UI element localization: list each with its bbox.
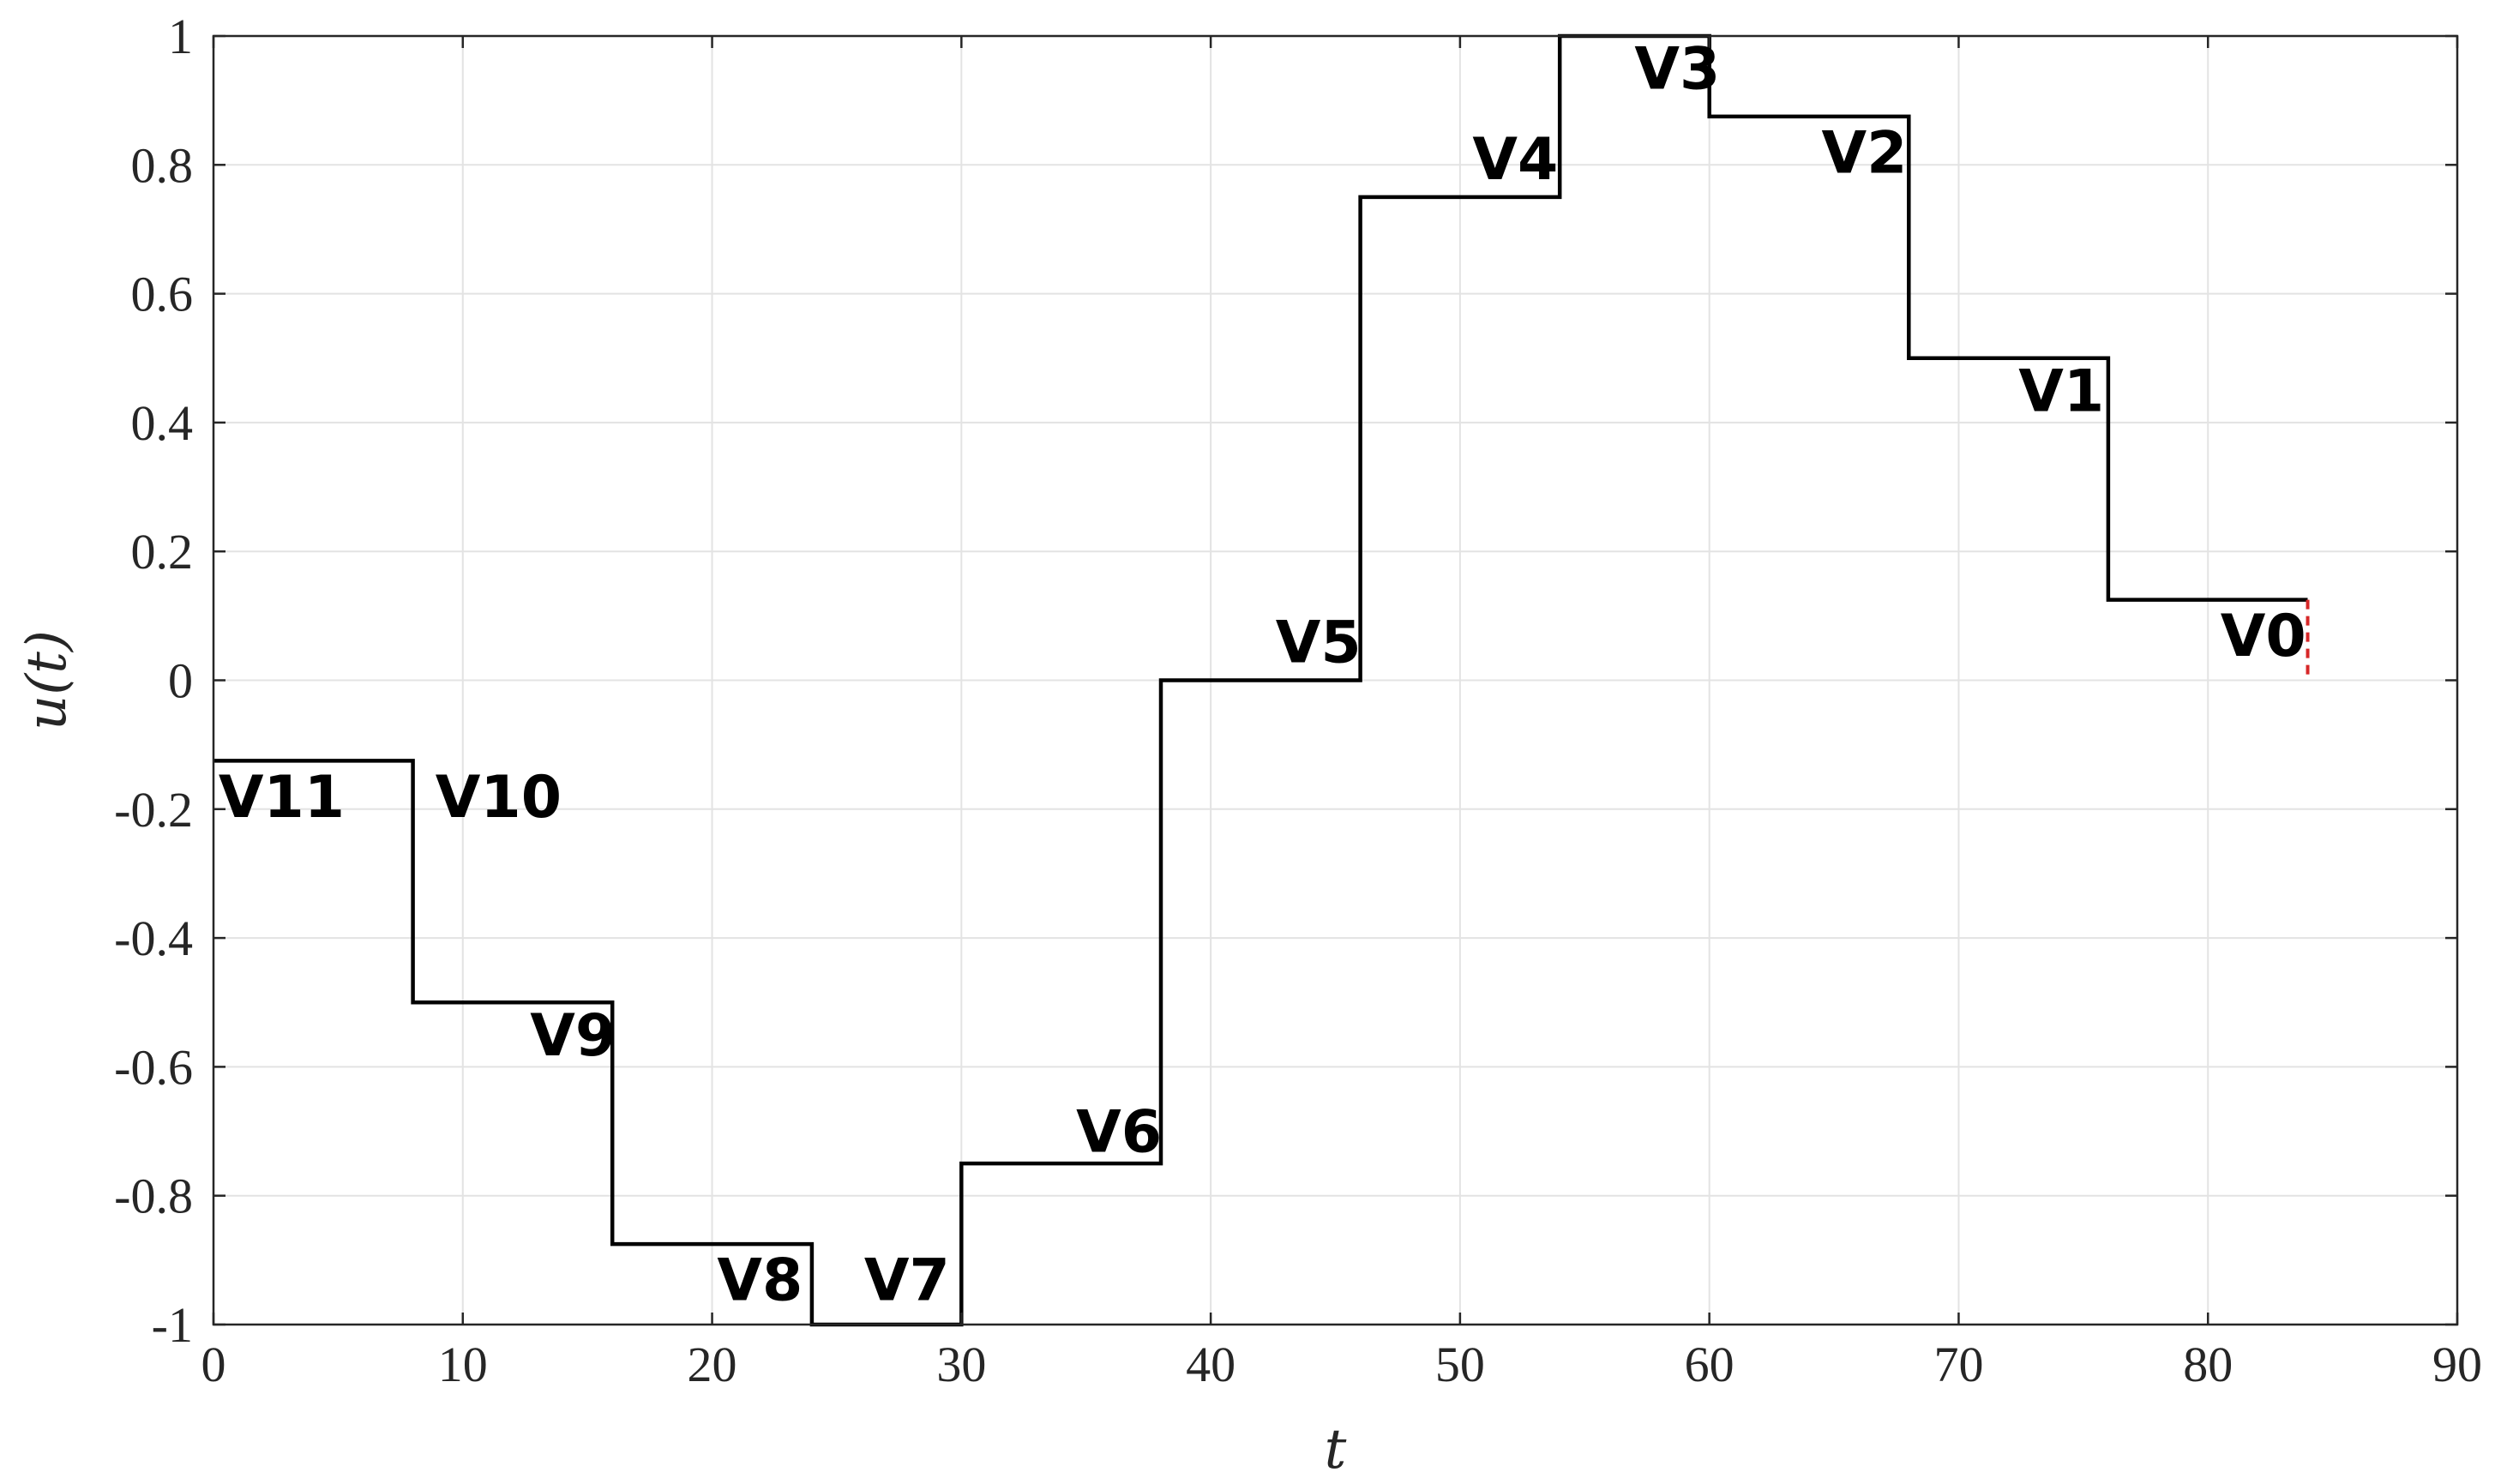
y-tick-label: 0.2 — [131, 524, 194, 580]
step-label-v0: V0 — [2221, 603, 2306, 670]
x-tick-label: 90 — [2432, 1337, 2482, 1392]
y-tick-label: 0 — [168, 653, 193, 709]
y-tick-label: 1 — [168, 9, 193, 64]
step-label-v7: V7 — [864, 1247, 950, 1314]
step-label-v11: V11 — [219, 764, 345, 832]
step-label-v2: V2 — [1822, 119, 1908, 187]
x-tick-label: 30 — [936, 1337, 986, 1392]
step-label-v9: V9 — [530, 1002, 616, 1070]
x-tick-label: 60 — [1685, 1337, 1734, 1392]
step-label-v6: V6 — [1076, 1099, 1162, 1167]
x-tick-label: 0 — [201, 1337, 226, 1392]
step-annotations: V11 V10 V9 V8 V7 V6 V5 V4 V3 V2 V1 V0 — [219, 36, 2306, 1315]
y-tick-label: -0.8 — [114, 1169, 193, 1224]
axis-ticks: 0 10 20 30 40 50 60 70 80 90 -1 -0.8 -0.6 -0.4 -0.2 0 0.… — [114, 9, 2482, 1392]
y-tick-label: 0.6 — [131, 267, 194, 322]
step-label-v5: V5 — [1276, 609, 1362, 676]
y-tick-label: -0.4 — [114, 910, 193, 966]
y-tick-label: -0.6 — [114, 1039, 193, 1095]
x-axis-label: t — [1325, 1418, 1347, 1481]
step-label-v8: V8 — [717, 1247, 803, 1314]
step-label-v10: V10 — [436, 764, 562, 832]
x-tick-label: 20 — [688, 1337, 737, 1392]
x-tick-label: 70 — [1933, 1337, 1983, 1392]
step-label-v4: V4 — [1472, 126, 1558, 194]
y-tick-label: 0.4 — [131, 395, 194, 451]
y-axis-label: u(t) — [15, 630, 79, 730]
x-tick-label: 10 — [438, 1337, 488, 1392]
x-tick-label: 40 — [1186, 1337, 1235, 1392]
x-tick-label: 80 — [2183, 1337, 2233, 1392]
y-tick-label: -1 — [152, 1297, 193, 1353]
x-tick-label: 50 — [1435, 1337, 1485, 1392]
series-layer — [213, 33, 2310, 1327]
step-label-v1: V1 — [2018, 357, 2104, 425]
y-tick-label: 0.8 — [131, 137, 194, 193]
step-signal-line — [213, 33, 2308, 1327]
y-tick-label: -0.2 — [114, 782, 193, 838]
step-label-v3: V3 — [1634, 36, 1720, 104]
